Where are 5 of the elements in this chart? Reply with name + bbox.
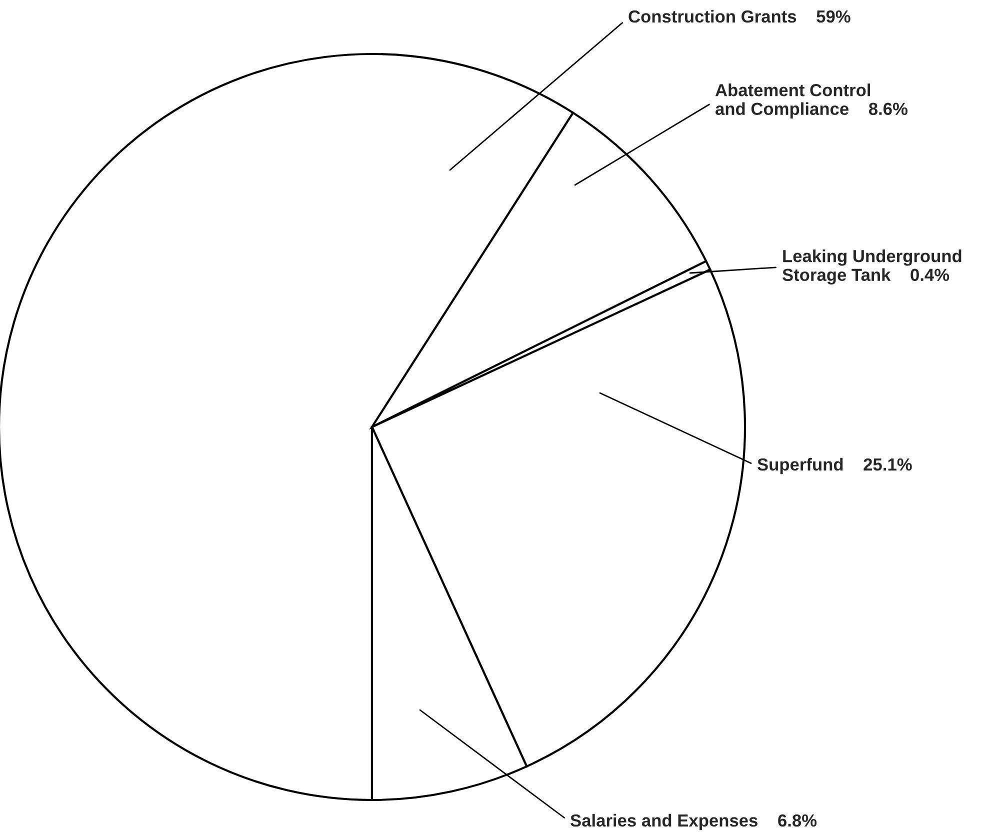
slice-label: Salaries and Expenses 6.8% <box>570 814 817 830</box>
slice-label: Leaking Underground Storage Tank 0.4% <box>782 249 962 285</box>
slice-label: Construction Grants 59% <box>628 10 850 23</box>
slice-label: Abatement Control and Compliance 8.6% <box>715 84 908 118</box>
slice-label: Superfund 25.1% <box>758 458 912 474</box>
